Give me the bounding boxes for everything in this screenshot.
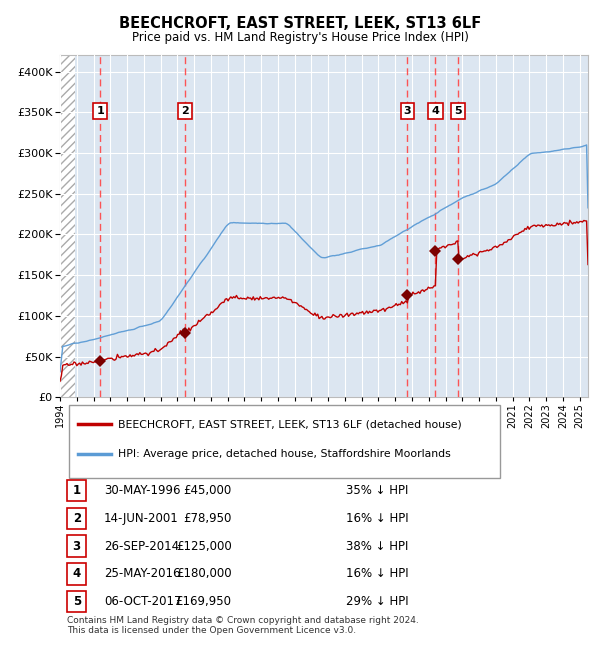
Text: 3: 3	[73, 540, 81, 552]
Text: 16% ↓ HPI: 16% ↓ HPI	[346, 567, 409, 580]
Bar	[69, 405, 500, 478]
Text: 14-JUN-2001: 14-JUN-2001	[104, 512, 179, 525]
Bar	[67, 536, 86, 557]
Text: 29% ↓ HPI: 29% ↓ HPI	[346, 595, 409, 608]
Text: Contains HM Land Registry data © Crown copyright and database right 2024.
This d: Contains HM Land Registry data © Crown c…	[67, 616, 419, 635]
Text: 1: 1	[97, 106, 104, 116]
Text: 1: 1	[73, 484, 81, 497]
Bar	[67, 480, 86, 501]
Bar	[67, 508, 86, 529]
Text: 4: 4	[431, 106, 439, 116]
Text: HPI: Average price, detached house, Staffordshire Moorlands: HPI: Average price, detached house, Staf…	[118, 449, 451, 459]
Text: £125,000: £125,000	[176, 540, 232, 552]
Text: 5: 5	[454, 106, 462, 116]
Text: £180,000: £180,000	[176, 567, 232, 580]
Text: 06-OCT-2017: 06-OCT-2017	[104, 595, 182, 608]
Text: 2: 2	[181, 106, 189, 116]
Text: 5: 5	[73, 595, 81, 608]
Bar	[67, 591, 86, 612]
Text: 30-MAY-1996: 30-MAY-1996	[104, 484, 181, 497]
Text: 3: 3	[404, 106, 411, 116]
Text: £169,950: £169,950	[176, 595, 232, 608]
Text: 38% ↓ HPI: 38% ↓ HPI	[346, 540, 409, 552]
Text: 25-MAY-2016: 25-MAY-2016	[104, 567, 181, 580]
Text: BEECHCROFT, EAST STREET, LEEK, ST13 6LF: BEECHCROFT, EAST STREET, LEEK, ST13 6LF	[119, 16, 481, 31]
Text: BEECHCROFT, EAST STREET, LEEK, ST13 6LF (detached house): BEECHCROFT, EAST STREET, LEEK, ST13 6LF …	[118, 419, 462, 429]
Text: £45,000: £45,000	[184, 484, 232, 497]
Text: £78,950: £78,950	[183, 512, 232, 525]
Text: 35% ↓ HPI: 35% ↓ HPI	[346, 484, 409, 497]
Text: Price paid vs. HM Land Registry's House Price Index (HPI): Price paid vs. HM Land Registry's House …	[131, 31, 469, 44]
Text: 16% ↓ HPI: 16% ↓ HPI	[346, 512, 409, 525]
Text: 26-SEP-2014: 26-SEP-2014	[104, 540, 179, 552]
Text: 2: 2	[73, 512, 81, 525]
Bar	[67, 563, 86, 584]
Text: 4: 4	[73, 567, 81, 580]
